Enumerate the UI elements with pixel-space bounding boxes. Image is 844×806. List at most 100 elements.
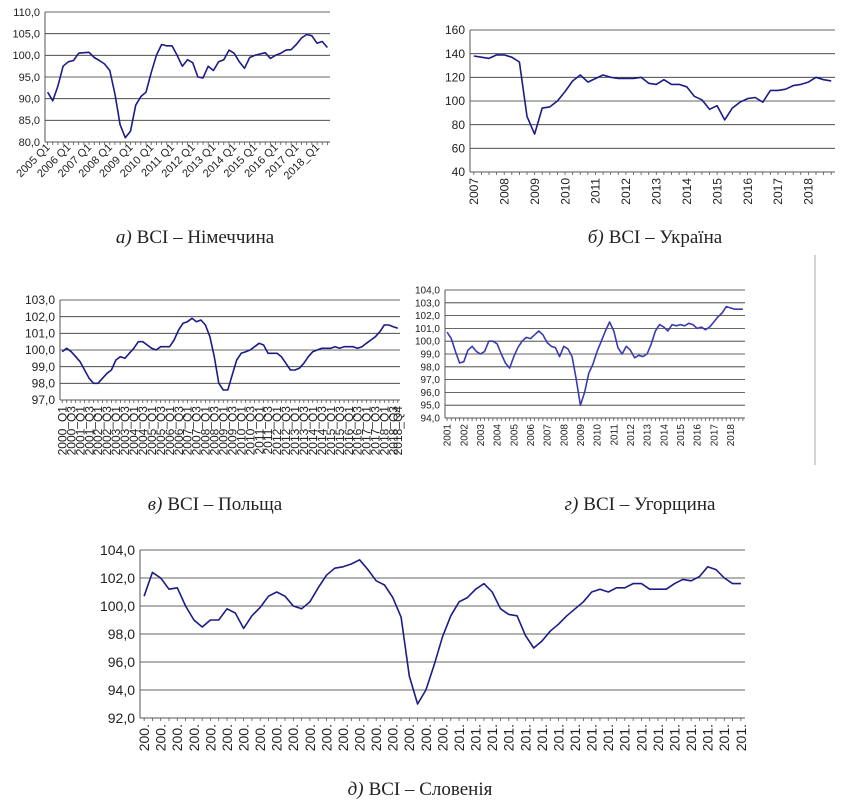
x-tick-label: 2018 <box>726 424 737 447</box>
caption: д) BCI – Словенія <box>348 779 493 800</box>
caption-title: BCI – Словенія <box>369 779 493 800</box>
x-tick-label: 200. <box>385 724 401 751</box>
x-tick-label: 201. <box>666 724 682 751</box>
y-tick-label: 104,0 <box>415 286 440 297</box>
x-tick-label: 200. <box>269 724 285 751</box>
x-tick-label: 2006 <box>526 424 537 447</box>
y-tick-label: 100 <box>445 94 465 108</box>
caption-letter: г) <box>565 494 579 515</box>
x-tick-label: 2009 <box>576 424 587 447</box>
x-tick-label: 2005 <box>509 424 520 447</box>
y-tick-label: 92,0 <box>108 710 135 726</box>
x-tick-label: 2003_Q1 <box>109 406 123 456</box>
x-tick-label: 2013 <box>650 178 664 205</box>
y-tick-label: 95,0 <box>19 72 40 84</box>
y-tick-label: 95,0 <box>421 401 441 412</box>
x-tick-label: 2010 <box>593 424 604 447</box>
y-tick-label: 97,0 <box>32 393 56 407</box>
x-tick-label: 2011_Q3 <box>261 406 275 455</box>
x-tick-label: 2004_Q3 <box>136 406 150 456</box>
x-tick-label: 2002_Q3 <box>100 406 114 456</box>
caption-letter: д) <box>348 779 364 800</box>
x-tick-label: 201. <box>600 724 616 751</box>
x-tick-label: 200. <box>186 724 202 751</box>
x-tick-label: 2012_Q1 <box>270 406 284 456</box>
x-tick-label: 2000_Q3 <box>64 406 78 456</box>
x-tick-label: 2009_Q1 <box>216 406 230 456</box>
caption-letter: б) <box>588 227 604 248</box>
x-tick-label: 2014_Q3 <box>315 406 329 456</box>
caption: г) BCI – Угорщина <box>565 494 716 515</box>
x-tick-label: 2013_Q1 <box>288 406 302 456</box>
y-tick-label: 104,0 <box>100 542 135 558</box>
y-tick-label: 103,0 <box>25 293 55 307</box>
y-tick-label: 99,0 <box>421 350 441 361</box>
x-tick-label: 201. <box>451 724 467 751</box>
caption-title: BCI – Угорщина <box>583 494 716 515</box>
x-tick-label: 2011_Q1 <box>252 406 266 455</box>
y-tick-label: 40 <box>452 165 466 179</box>
data-line <box>46 33 329 139</box>
x-tick-label: 2006_Q1 <box>163 406 177 456</box>
y-tick-label: 102,0 <box>415 311 440 322</box>
x-tick-label: 201. <box>700 724 716 751</box>
x-tick-label: 201. <box>550 724 566 751</box>
y-tick-label: 96,0 <box>421 388 441 399</box>
x-tick-label: 200. <box>335 724 351 751</box>
x-tick-label: 2009 <box>528 178 542 205</box>
caption-letter: в) <box>148 494 163 515</box>
x-tick-label: 2006_Q3 <box>172 406 186 456</box>
x-tick-label: 2010_Q3 <box>243 406 257 456</box>
x-tick-label: 2001 <box>443 424 454 447</box>
x-tick-label: 200. <box>352 724 368 751</box>
y-tick-label: 160 <box>445 23 465 37</box>
x-tick-label: 200. <box>252 724 268 751</box>
x-tick-label: 2008 <box>559 424 570 447</box>
y-tick-label: 110,0 <box>13 7 40 19</box>
caption: б) BCI – Україна <box>588 227 723 248</box>
x-tick-label: 2016 <box>693 424 704 447</box>
x-tick-label: 2016_Q3 <box>351 406 365 456</box>
x-tick-label: 2007 <box>467 178 481 205</box>
x-tick-label: 200. <box>434 724 450 751</box>
x-tick-label: 200. <box>401 724 417 751</box>
y-tick-label: 96,0 <box>108 654 135 670</box>
x-tick-label: 2000_Q1 <box>55 406 69 456</box>
x-tick-label: 2018_Q4 <box>391 406 405 456</box>
x-tick-label: 2018_Q3 <box>386 406 400 456</box>
y-tick-label: 94,0 <box>108 682 135 698</box>
x-tick-label: 201. <box>567 724 583 751</box>
y-tick-label: 94,0 <box>421 414 441 425</box>
x-tick-label: 200. <box>235 724 251 751</box>
x-tick-label: 2012 <box>626 424 637 447</box>
x-tick-label: 2005_Q1 <box>145 406 159 456</box>
x-tick-label: 200. <box>318 724 334 751</box>
x-tick-label: 2015_Q1 <box>324 406 338 456</box>
x-tick-label: 201. <box>716 724 732 751</box>
x-tick-label: 200. <box>153 724 169 751</box>
x-tick-label: 201. <box>534 724 550 751</box>
x-tick-label: 2012 <box>619 178 633 205</box>
y-tick-label: 60 <box>452 142 466 156</box>
x-tick-label: 200. <box>169 724 185 751</box>
y-tick-label: 120 <box>445 71 465 85</box>
x-tick-label: 2017 <box>709 424 720 447</box>
y-tick-label: 105,0 <box>12 29 40 41</box>
x-tick-label: 2013_Q3 <box>297 406 311 456</box>
x-tick-label: 2017_Q1 <box>360 406 374 456</box>
caption-title: BCI – Польща <box>167 494 282 515</box>
x-tick-label: 201. <box>501 724 517 751</box>
x-tick-label: 2008 <box>497 178 511 205</box>
x-tick-label: 2010_Q1 <box>234 406 248 456</box>
y-tick-label: 140 <box>445 47 465 61</box>
x-tick-label: 2015 <box>676 424 687 447</box>
y-tick-label: 101,0 <box>25 327 55 341</box>
x-tick-label: 2002_Q1 <box>91 406 105 456</box>
y-tick-label: 90,0 <box>19 94 40 106</box>
data-line <box>446 305 743 406</box>
x-tick-label: 200. <box>202 724 218 751</box>
y-tick-label: 103,0 <box>415 298 440 309</box>
data-line <box>473 54 832 135</box>
x-tick-label: 201. <box>733 724 749 751</box>
